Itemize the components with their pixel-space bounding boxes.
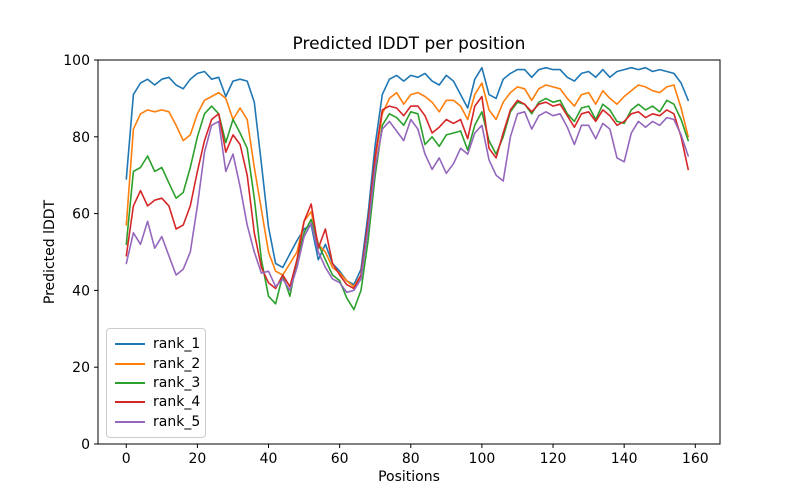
- x-tick-label: 140: [611, 451, 638, 467]
- legend-label: rank_2: [153, 355, 201, 372]
- legend-line-swatch: [115, 362, 145, 365]
- legend-line-swatch: [115, 420, 145, 423]
- x-tick-label: 160: [682, 451, 709, 467]
- legend-label: rank_3: [153, 374, 201, 391]
- y-axis-label: Predicted lDDT: [42, 199, 58, 304]
- legend-item-rank_5: rank_5: [115, 413, 201, 430]
- chart-title: Predicted lDDT per position: [293, 34, 526, 54]
- x-axis-label: Positions: [378, 469, 440, 485]
- legend-label: rank_1: [153, 336, 201, 353]
- y-tick-label: 100: [63, 53, 90, 69]
- line-rank_4: [125, 95, 690, 290]
- line-rank_2: [125, 82, 690, 288]
- legend-label: rank_4: [153, 394, 201, 411]
- legend-item-rank_2: rank_2: [115, 355, 201, 372]
- x-tick-label: 0: [122, 451, 131, 467]
- axis-ticks: 0 20 40 60 80 100 120 140 160 0 20 40 60 80 100: [63, 53, 708, 467]
- legend-box: rank_1 rank_2 rank_3 rank_4 rank_5: [106, 328, 206, 438]
- plot-lines: [125, 66, 690, 311]
- x-tick-label: 20: [188, 451, 206, 467]
- line-rank_5: [125, 111, 690, 294]
- legend-label: rank_5: [153, 413, 201, 430]
- legend-line-swatch: [115, 401, 145, 404]
- y-tick-label: 20: [72, 360, 90, 376]
- line-rank_1: [125, 66, 690, 286]
- legend-item-rank_3: rank_3: [115, 374, 201, 391]
- x-tick-label: 40: [260, 451, 278, 467]
- legend-item-rank_1: rank_1: [115, 336, 201, 353]
- legend-line-swatch: [115, 343, 145, 346]
- y-tick-label: 40: [72, 283, 90, 299]
- x-tick-label: 100: [469, 451, 496, 467]
- y-tick-label: 60: [72, 207, 90, 223]
- legend-line-swatch: [115, 381, 145, 384]
- y-tick-label: 0: [81, 437, 90, 453]
- plot-border: [97, 59, 721, 445]
- x-tick-label: 80: [402, 451, 420, 467]
- x-tick-label: 120: [540, 451, 567, 467]
- legend-item-rank_4: rank_4: [115, 394, 201, 411]
- y-tick-label: 80: [72, 130, 90, 146]
- x-tick-label: 60: [331, 451, 349, 467]
